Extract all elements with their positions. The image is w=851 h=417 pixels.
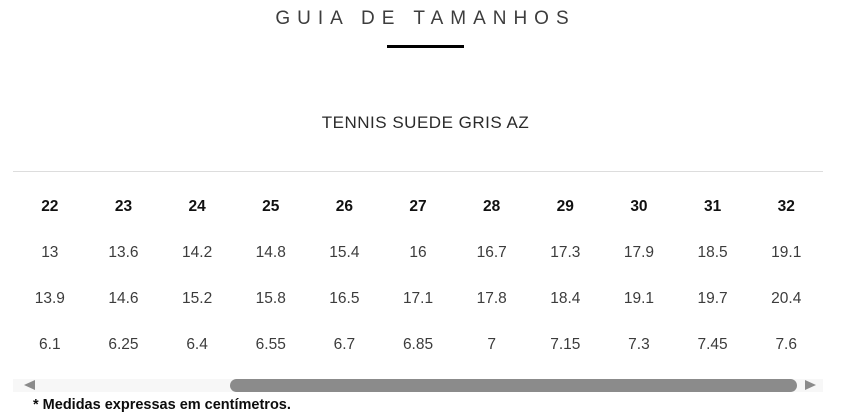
size-header-cell: 25	[262, 198, 280, 215]
measurement-cell: 16.7	[476, 244, 507, 261]
measurement-cell: 13.9	[34, 290, 65, 307]
measurement-cell: 15.2	[182, 290, 213, 307]
scrollbar-thumb[interactable]	[230, 379, 797, 392]
product-name: TENNIS SUEDE GRIS AZ	[321, 113, 530, 132]
measurement-cell: 18.5	[697, 244, 728, 261]
size-header-cell: 23	[114, 198, 133, 215]
scroll-left-arrow-icon[interactable]	[24, 380, 35, 390]
measurement-cell: 17.1	[402, 290, 434, 307]
size-header-cell: 22	[41, 198, 59, 215]
measurements-footnote: * Medidas expressas em centímetros.	[33, 397, 291, 413]
size-table-row-width: 6.1 6.25 6.4 6.55 6.7 6.85 7 7.15 7.3 7.45 7.6	[13, 322, 823, 368]
horizontal-scrollbar[interactable]	[13, 379, 823, 392]
measurement-cell: 6.85	[402, 336, 434, 353]
measurement-cell: 16	[409, 244, 427, 261]
measurement-cell: 7.45	[697, 336, 728, 353]
measurement-cell: 15.8	[255, 290, 286, 307]
measurement-cell: 17.8	[476, 290, 507, 307]
measurement-cell: 16.5	[329, 290, 360, 307]
title-underline	[387, 45, 464, 48]
measurement-cell: 14.2	[182, 244, 213, 261]
measurement-cell: 6.4	[186, 336, 208, 353]
size-table-row-length: 13 13.6 14.2 14.8 15.4 16 16.7 17.3 17.9 18.5 19.1	[13, 230, 823, 276]
measurement-cell: 18.4	[550, 290, 581, 307]
page-title: GUIA DE TAMANHOS	[275, 8, 576, 29]
size-header-cell: 28	[483, 198, 501, 215]
size-header-cell: 31	[703, 198, 722, 215]
measurement-cell: 14.6	[108, 290, 139, 307]
measurement-cell: 6.1	[39, 336, 61, 353]
size-header-cell: 30	[630, 198, 648, 215]
size-table-row-outsole: 13.9 14.6 15.2 15.8 16.5 17.1 17.8 18.4 19.1 19.7…	[13, 276, 823, 322]
measurement-cell: 17.3	[550, 244, 581, 261]
measurement-cell: 20.4	[771, 290, 802, 307]
measurement-cell: 6.7	[333, 336, 356, 353]
measurement-cell: 13	[41, 244, 59, 261]
size-header-cell: 29	[556, 198, 574, 215]
measurement-cell: 15.4	[329, 244, 360, 261]
size-header-cell: 26	[335, 198, 353, 215]
scroll-right-arrow-icon[interactable]	[805, 380, 816, 390]
measurement-cell: 14.8	[255, 244, 286, 261]
size-header-cell: 32	[777, 198, 795, 215]
measurement-cell: 19.7	[697, 290, 728, 307]
size-header-cell: 24	[188, 198, 206, 215]
measurement-cell: 6.25	[108, 336, 139, 353]
measurement-cell: 19.1	[771, 244, 802, 261]
measurement-cell: 17.9	[623, 244, 655, 261]
measurement-cell: 7.3	[628, 336, 650, 353]
size-header-cell: 27	[409, 198, 427, 215]
measurement-cell: 7.6	[775, 336, 797, 353]
measurement-cell: 7	[487, 336, 496, 353]
measurement-cell: 19.1	[623, 290, 655, 307]
size-guide-header: GUIA DE TAMANHOS	[0, 0, 851, 48]
measurement-cell: 7.15	[550, 336, 581, 353]
measurement-cell: 6.55	[255, 336, 286, 353]
size-table-header-row: 22 23 24 25 26 27 28 29 30 31 32	[13, 184, 823, 230]
measurement-cell: 13.6	[108, 244, 139, 261]
size-table: 22 23 24 25 26 27 28 29 30 31 32 13 13.6 14.2 14.8 15.…	[13, 171, 823, 368]
